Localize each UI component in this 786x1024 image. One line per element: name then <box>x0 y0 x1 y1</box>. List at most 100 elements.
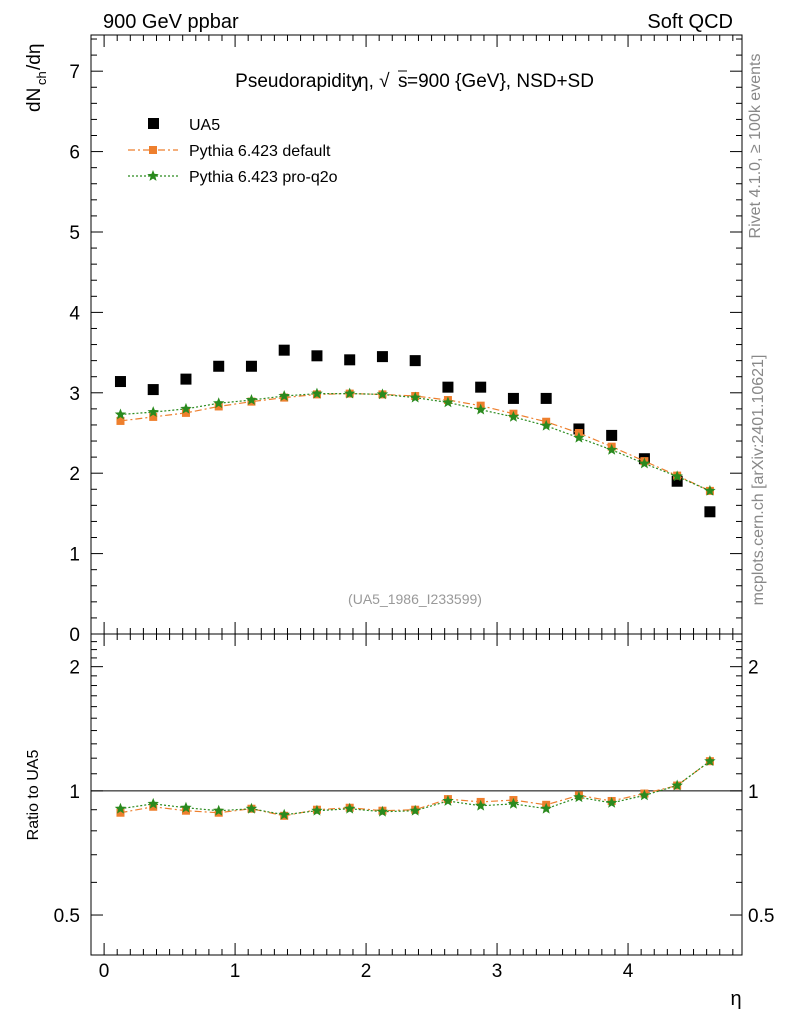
main-point-pythia-6-423-pro-q2o <box>442 396 454 408</box>
main-point-ua5 <box>147 384 159 396</box>
ratio-point-pythia-6-423-pro-q2o <box>376 805 389 817</box>
main-point-ua5 <box>311 350 323 362</box>
ratio-point-pythia-6-423-pro-q2o <box>638 789 651 801</box>
ratio-point-pythia-6-423-pro-q2o <box>474 799 487 811</box>
main-point-ua5 <box>114 376 126 388</box>
ratio-point-pythia-6-423-default <box>181 806 190 815</box>
main-point-ua5 <box>540 392 552 404</box>
legend-marker-ua5 <box>148 118 159 129</box>
main-y-tick-label: 3 <box>69 384 80 405</box>
ratio-panel <box>90 633 743 956</box>
main-point-pythia-6-423-default <box>149 412 158 421</box>
header-right-label: Soft QCD <box>647 11 733 33</box>
chart-title-s: s <box>398 71 408 92</box>
main-line-pythia-6-423-default <box>120 392 711 492</box>
main-point-pythia-6-423-pro-q2o <box>213 397 225 409</box>
ratio-point-pythia-6-423-default <box>149 802 158 811</box>
ratio-point-pythia-6-423-pro-q2o <box>311 804 323 816</box>
main-point-ua5 <box>606 429 618 441</box>
main-y-tick-label: 4 <box>69 303 80 324</box>
chart-title-eta: η, √ <box>358 71 390 92</box>
ratio-point-pythia-6-423-pro-q2o <box>507 797 520 809</box>
main-point-ua5 <box>475 381 487 393</box>
main-ylabel: dN ch /dη <box>24 44 49 112</box>
main-point-ua5 <box>507 392 519 404</box>
mcplots-label: mcplots.cern.ch [arXiv:2401.10621] <box>750 355 767 606</box>
ratio-ylabel: Ratio to UA5 <box>25 750 42 841</box>
main-y-tick-label: 0 <box>69 625 80 646</box>
x-tick-label: 2 <box>361 961 372 982</box>
main-point-pythia-6-423-pro-q2o <box>147 406 159 417</box>
ratio-point-pythia-6-423-pro-q2o <box>704 755 716 767</box>
main-point-pythia-6-423-pro-q2o <box>376 388 389 400</box>
main-point-ua5 <box>442 381 454 393</box>
ylabel-sub: ch <box>34 71 49 85</box>
chart-title-lead: Pseudorapidity <box>235 71 361 92</box>
main-point-pythia-6-423-pro-q2o <box>638 457 651 469</box>
ratio-point-pythia-6-423-default <box>116 808 125 817</box>
main-point-ua5 <box>344 354 356 366</box>
main-point-ua5 <box>180 373 192 385</box>
analysis-id: (UA5_1986_I233599) <box>348 591 482 607</box>
x-tick-label: 1 <box>230 961 241 982</box>
ratio-point-pythia-6-423-pro-q2o <box>213 804 225 816</box>
legend-label-ua5: UA5 <box>189 117 220 134</box>
ratio-y-tick-label-right: 2 <box>748 658 759 679</box>
main-point-ua5 <box>704 506 716 518</box>
ratio-point-pythia-6-423-pro-q2o <box>180 801 192 813</box>
ratio-y-tick-label-right: 0.5 <box>748 906 774 927</box>
main-point-pythia-6-423-pro-q2o <box>704 484 716 496</box>
main-point-pythia-6-423-default <box>116 416 125 425</box>
legend-marker-default <box>149 146 157 154</box>
ylabel-tail: /dη <box>24 44 45 70</box>
main-point-pythia-6-423-default <box>181 408 190 417</box>
main-point-pythia-6-423-pro-q2o <box>540 419 552 431</box>
main-point-ua5 <box>376 351 388 363</box>
main-point-ua5 <box>671 475 683 487</box>
ratio-point-pythia-6-423-pro-q2o <box>114 802 127 814</box>
ratio-frame-border <box>90 633 743 956</box>
main-point-pythia-6-423-pro-q2o <box>343 387 356 399</box>
chart-title-rest: =900 {GeV}, NSD+SD <box>407 71 594 92</box>
main-point-pythia-6-423-pro-q2o <box>114 408 127 420</box>
legend-label-proq2o: Pythia 6.423 pro-q2o <box>189 169 338 186</box>
x-tick-label: 0 <box>99 961 110 982</box>
ratio-series <box>114 755 716 820</box>
ratio-y-tick-label-left: 1 <box>69 782 80 803</box>
main-y-tick-label: 5 <box>69 223 80 244</box>
header-left-label: 900 GeV ppbar <box>103 11 239 33</box>
legend-marker-proq2o <box>147 170 159 181</box>
ratio-y-tick-label-left: 0.5 <box>54 906 80 927</box>
main-point-pythia-6-423-pro-q2o <box>573 431 585 443</box>
ratio-point-pythia-6-423-pro-q2o <box>605 796 618 808</box>
main-point-pythia-6-423-pro-q2o <box>245 394 258 405</box>
xaxis-label: η <box>730 988 741 1010</box>
legend-label-default: Pythia 6.423 default <box>189 143 331 160</box>
main-y-tick-label: 2 <box>69 464 80 485</box>
main-point-ua5 <box>245 360 257 372</box>
ratio-point-pythia-6-423-pro-q2o <box>540 802 552 814</box>
main-point-ua5 <box>213 360 225 372</box>
x-tick-label: 4 <box>623 961 634 982</box>
main-point-pythia-6-423-pro-q2o <box>311 387 323 399</box>
main-series <box>114 344 716 518</box>
ratio-point-pythia-6-423-pro-q2o <box>278 808 290 820</box>
ratio-point-pythia-6-423-pro-q2o <box>671 779 683 791</box>
ratio-y-tick-label-left: 2 <box>69 658 80 679</box>
ratio-point-pythia-6-423-pro-q2o <box>245 802 258 814</box>
ratio-point-pythia-6-423-pro-q2o <box>442 794 454 806</box>
main-line-pythia-6-423-pro-q2o <box>120 392 711 492</box>
ylabel-main: dN <box>24 88 45 112</box>
main-axis-ticks: 0 1 2 3 4 5 6 7 <box>69 35 742 646</box>
main-point-pythia-6-423-pro-q2o <box>180 402 192 414</box>
ratio-point-pythia-6-423-pro-q2o <box>343 802 356 814</box>
main-y-tick-label: 6 <box>69 143 80 164</box>
main-point-pythia-6-423-default <box>214 402 223 411</box>
main-point-pythia-6-423-pro-q2o <box>474 403 487 415</box>
main-point-pythia-6-423-pro-q2o <box>671 470 683 482</box>
main-point-pythia-6-423-pro-q2o <box>605 443 618 455</box>
rivet-label: Rivet 4.1.0, ≥ 100k events <box>747 54 764 239</box>
ratio-point-pythia-6-423-pro-q2o <box>147 797 159 809</box>
main-point-pythia-6-423-pro-q2o <box>409 391 421 403</box>
